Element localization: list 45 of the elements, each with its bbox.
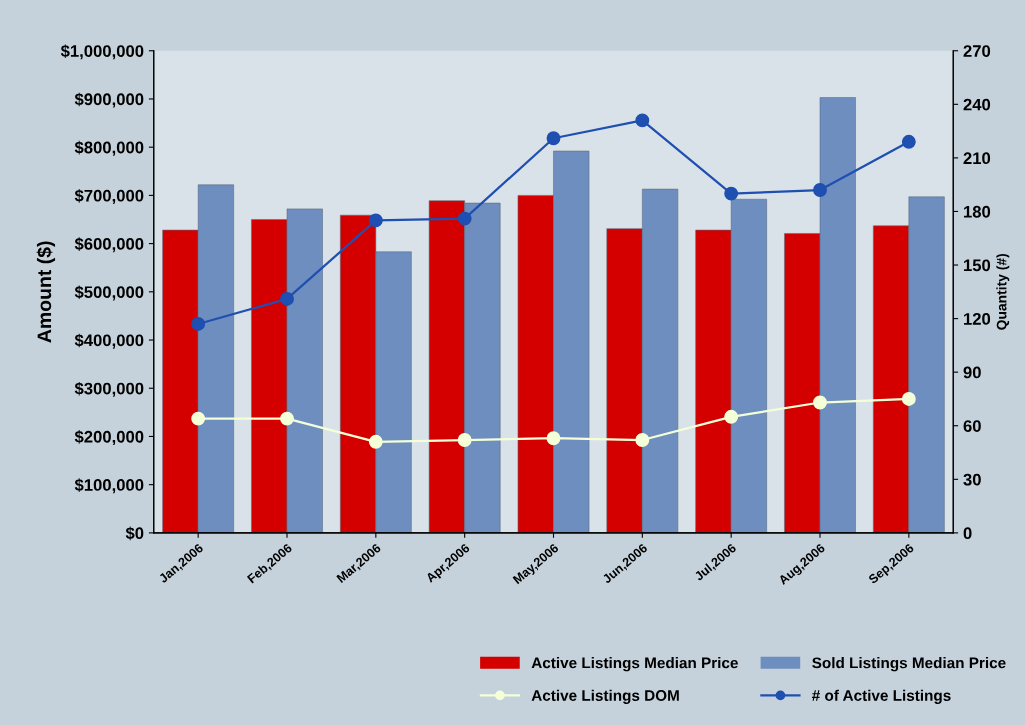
y2-tick-label: 120 [964,313,991,325]
y-tick-label: $800,000 [74,140,144,156]
point [546,131,561,146]
point [457,211,472,226]
point [901,392,916,406]
point [368,213,383,228]
legend-label: Active Listings DOM [531,689,679,704]
legend-label: # of Active Listings [811,689,951,704]
point [191,317,206,331]
y-tick-label: $500,000 [74,285,144,301]
y-tick-label: $200,000 [74,430,144,446]
y2-tick-label: 30 [963,473,981,486]
point [546,431,561,446]
point [813,183,827,197]
point [368,434,383,449]
point [280,411,294,426]
y2-tick-label: 240 [963,98,991,111]
y2-tick-label: 180 [964,205,991,218]
y-tick-label: $1,000,000 [60,44,144,60]
point [813,395,827,410]
point [724,409,739,424]
point [457,433,472,447]
y-tick-label: $300,000 [74,381,144,397]
point [635,113,650,128]
y-tick-label: $900,000 [74,92,144,108]
point [724,186,739,201]
point [901,134,916,149]
y-tick-label: $0 [125,526,144,541]
point [635,433,650,447]
y2-tick-label: 90 [963,366,981,379]
legend-label: Sold Listings Median Price [812,657,1006,672]
y-tick-label: $600,000 [74,237,144,253]
y-tick-label: $100,000 [74,478,144,494]
y-tick-label: $700,000 [74,189,144,205]
y2-axis-title: Quantity (#) [996,253,1010,330]
y-tick-label: $400,000 [74,333,144,349]
y2-tick-label: 270 [963,45,991,57]
point [280,292,294,306]
y2-tick-label: 150 [964,259,991,272]
y2-tick-label: 0 [963,527,972,540]
y2-tick-label: 60 [963,420,981,432]
y2-tick-label: 210 [963,152,991,165]
point [191,411,206,426]
legend-label: Active Listings Median Price [531,657,738,672]
y-axis-title: Amount ($) [36,241,56,343]
